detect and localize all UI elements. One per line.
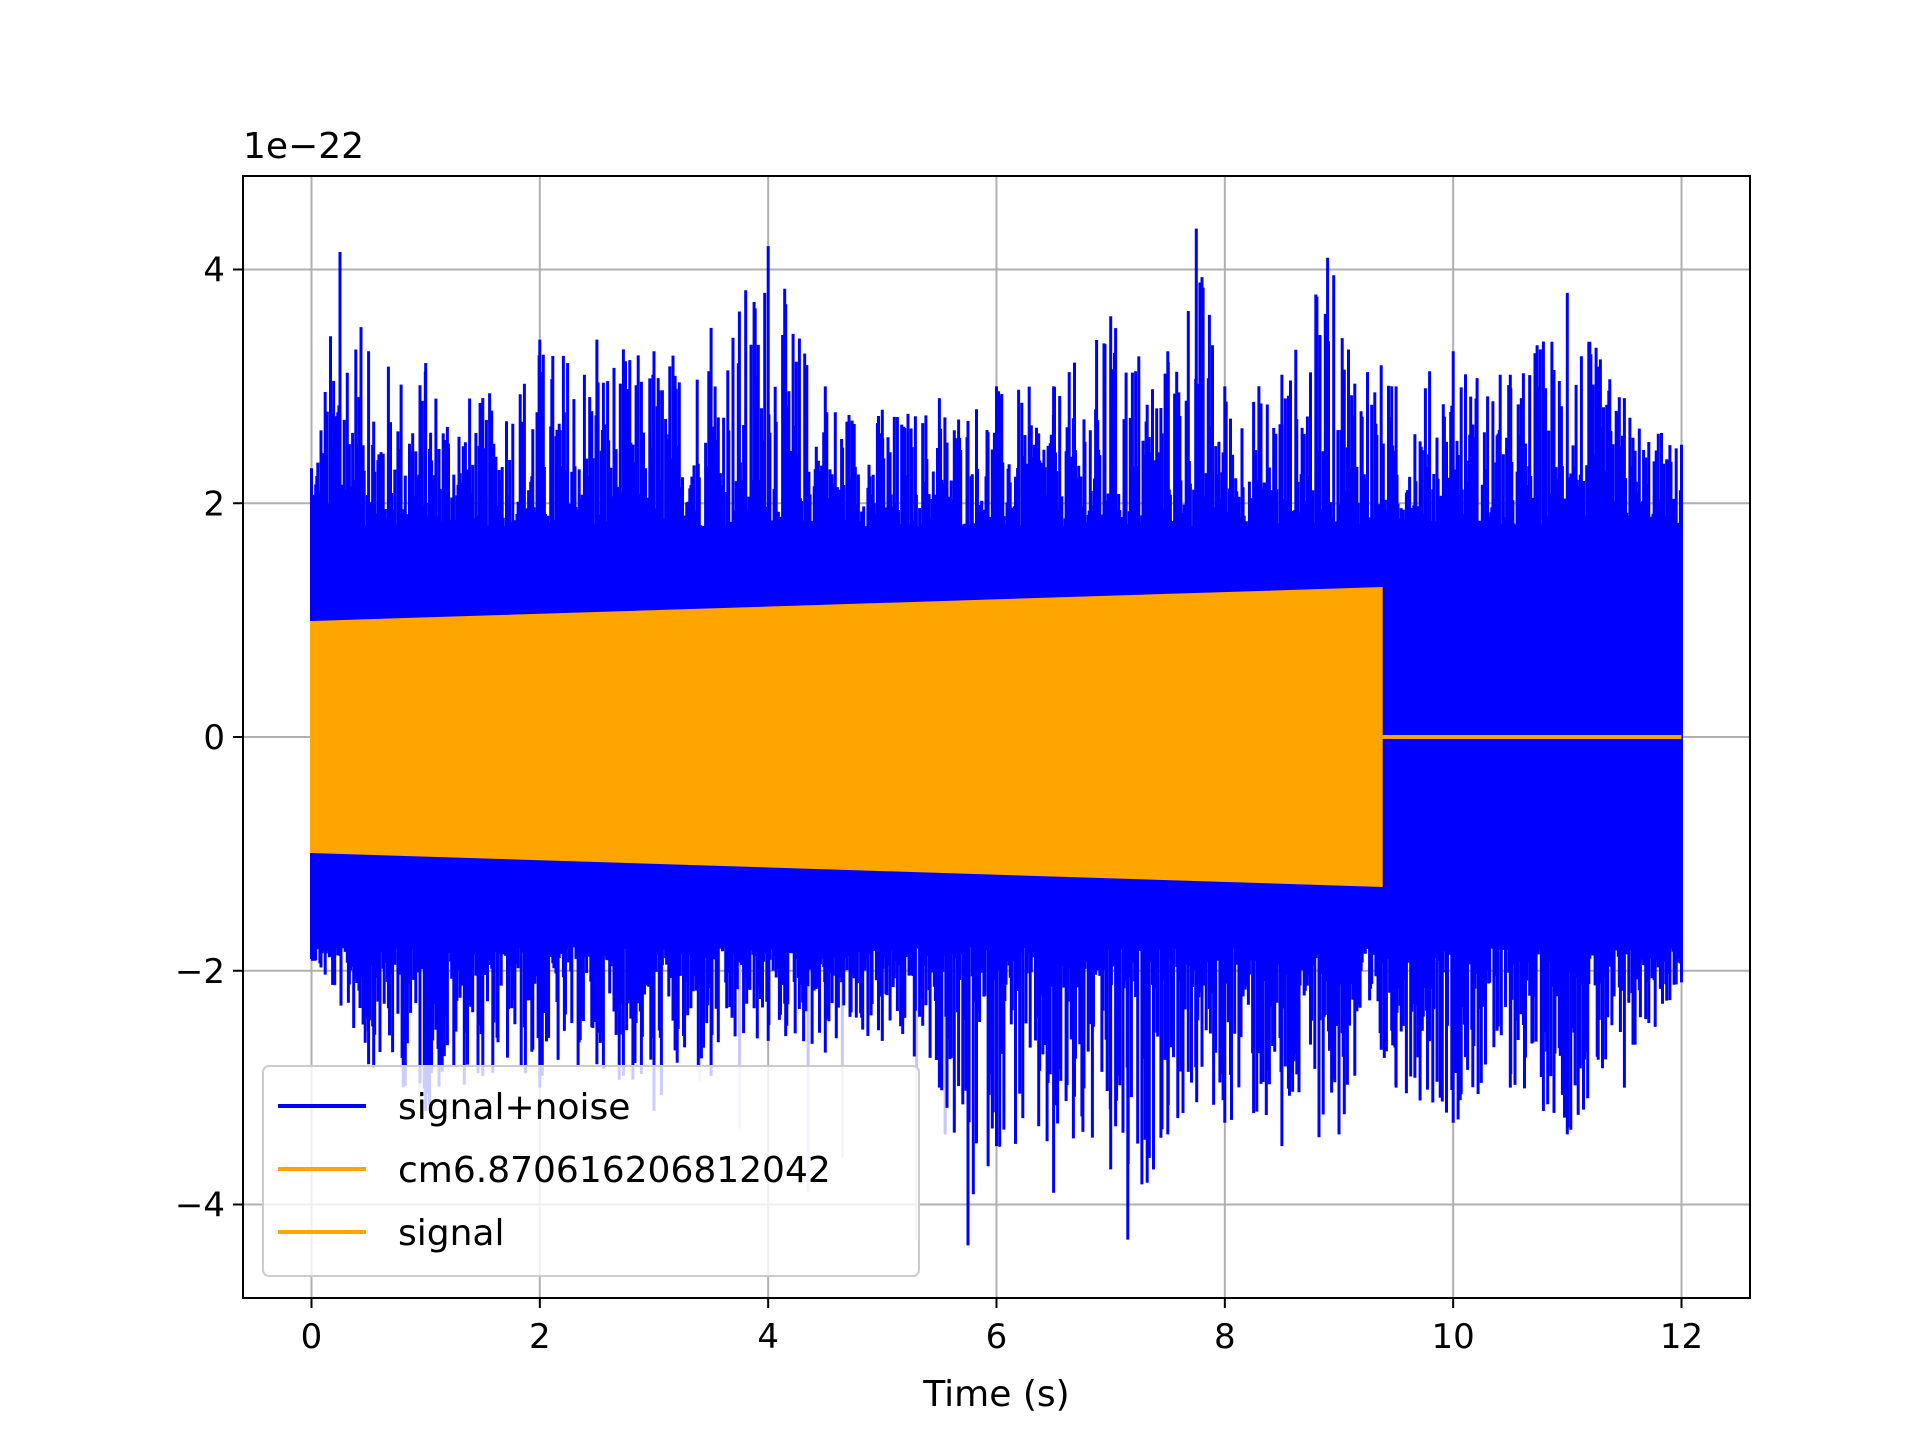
series-cm-signal: [310, 587, 1383, 887]
legend-box: [262, 1065, 920, 1277]
legend-label-1: cm6.870616206812042: [398, 1150, 831, 1191]
x-tick-label-5: 10: [1432, 1317, 1475, 1357]
ticks: 0 2 4 6 8 10 12 −4 −2 0 2 4: [175, 251, 1703, 1358]
legend-label-2: signal: [398, 1213, 505, 1254]
y-offset-label: 1e−22: [243, 126, 364, 167]
x-axis-label: Time (s): [922, 1374, 1069, 1415]
y-tick-label-3: 2: [203, 484, 225, 524]
x-tick-label-1: 2: [529, 1317, 551, 1357]
y-tick-label-1: −2: [175, 952, 225, 992]
y-tick-label-2: 0: [203, 718, 225, 758]
x-tick-label-6: 12: [1660, 1317, 1703, 1357]
x-tick-label-0: 0: [301, 1317, 323, 1357]
x-tick-label-3: 6: [986, 1317, 1008, 1357]
legend-label-0: signal+noise: [398, 1087, 630, 1128]
y-tick-label-4: 4: [203, 251, 225, 291]
x-tick-label-2: 4: [757, 1317, 779, 1357]
legend: signal+noise cm6.870616206812042 signal: [262, 1065, 920, 1277]
plot-data-area: [310, 228, 1683, 1246]
x-tick-label-4: 8: [1214, 1317, 1236, 1357]
y-tick-label-0: −4: [175, 1186, 225, 1226]
